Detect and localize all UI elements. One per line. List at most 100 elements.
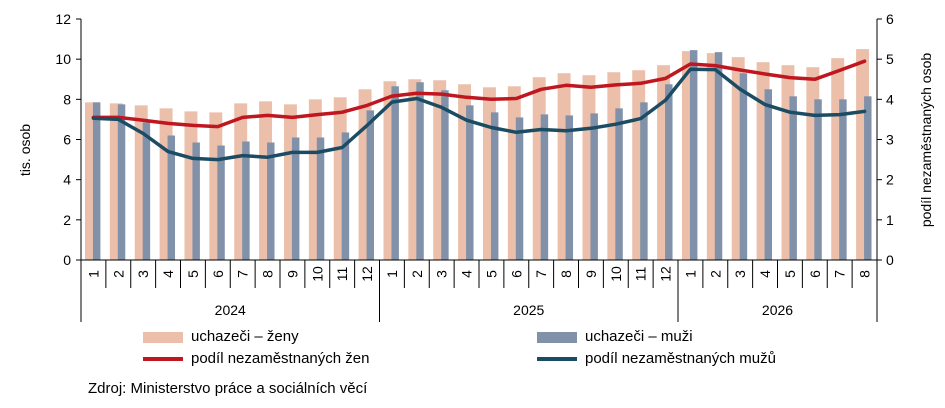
- y-right-tick-label: 3: [886, 132, 894, 148]
- legend-label: podíl nezaměstnaných žen: [191, 350, 370, 367]
- x-tick-label: 5: [782, 270, 798, 278]
- x-tick-label: 6: [210, 270, 226, 278]
- bar-men: [789, 96, 797, 260]
- bar-men: [839, 99, 847, 260]
- x-tick-label: 7: [533, 270, 549, 278]
- bar-men: [92, 102, 101, 261]
- y-left-tick-label: 0: [63, 252, 71, 268]
- x-tick-label: 1: [85, 270, 101, 278]
- x-tick-label: 8: [260, 270, 276, 278]
- legend-item-women-share: podíl nezaměstnaných žen: [143, 350, 369, 367]
- lines-layer: [91, 59, 867, 162]
- bar-men: [217, 145, 225, 260]
- y-left-tick-label: 4: [63, 172, 71, 188]
- x-tick-label: 2: [110, 270, 126, 278]
- bar-men: [814, 99, 822, 260]
- source-note: Zdroj: Ministerstvo práce a sociálních v…: [88, 380, 368, 397]
- x-tick-label: 7: [832, 270, 848, 278]
- bar-men: [490, 112, 499, 260]
- x-tick-label: 9: [583, 270, 599, 278]
- x-tick-label: 5: [185, 270, 201, 278]
- bar-men: [441, 90, 449, 260]
- line-women-share: [91, 59, 867, 129]
- x-tick-label: 1: [682, 270, 698, 278]
- bar-men: [416, 82, 424, 260]
- x-tick-label: 5: [483, 270, 499, 278]
- y-left-tick-label: 12: [55, 11, 71, 27]
- legend-item-men-share: podíl nezaměstnaných mužů: [537, 350, 776, 367]
- legend-item-women-applicants: uchazeči – ženy: [143, 328, 299, 345]
- bar-men: [366, 110, 375, 260]
- bar-men: [341, 132, 350, 260]
- y-right-tick-label: 4: [886, 91, 894, 107]
- y-axis-right-label: podíl nezaměstnaných osob: [918, 53, 934, 228]
- legend-swatch: [143, 331, 183, 343]
- bars-layer: [84, 49, 872, 261]
- bar-men: [739, 73, 748, 260]
- bar-men: [515, 117, 524, 261]
- x-tick-label: 12: [359, 266, 375, 282]
- y-left-tick-label: 10: [55, 51, 71, 67]
- legend-swatch: [537, 331, 577, 343]
- x-tick-label: 12: [658, 266, 674, 282]
- x-tick-label: 9: [284, 270, 300, 278]
- bar-men: [864, 96, 872, 260]
- bar-men: [167, 135, 176, 260]
- y-left-tick-label: 2: [63, 212, 71, 228]
- x-tick-label: 6: [807, 270, 823, 278]
- legend-label: uchazeči – muži: [585, 328, 693, 345]
- bar-men: [565, 115, 574, 261]
- bar-men: [192, 142, 200, 260]
- x-tick-label: 1: [384, 270, 400, 278]
- y-right-tick-label: 6: [886, 11, 894, 27]
- line-men-share: [91, 67, 867, 162]
- bar-men: [640, 102, 648, 261]
- bar-men: [391, 86, 399, 260]
- bar-men: [590, 113, 598, 261]
- legend-label: podíl nezaměstnaných mužů: [585, 350, 776, 367]
- x-tick-label: 8: [558, 270, 574, 278]
- x-tick-label: 4: [160, 270, 176, 278]
- y-right-tick-label: 0: [886, 252, 894, 268]
- y-right-tick-label: 2: [886, 172, 894, 188]
- y-axis-left-label: tis. osob: [17, 124, 33, 176]
- x-tick-label: 6: [508, 270, 524, 278]
- y-right-tick-label: 5: [886, 51, 894, 67]
- bar-men: [615, 108, 623, 260]
- bar-men: [142, 122, 151, 260]
- x-tick-label: 7: [235, 270, 251, 278]
- y-right-tick-label: 1: [886, 212, 894, 228]
- x-tick-label: 4: [757, 270, 773, 278]
- legend-swatch: [143, 357, 183, 362]
- bar-men: [117, 104, 126, 261]
- x-tick-label: 3: [135, 270, 151, 278]
- legend-item-men-applicants: uchazeči – muži: [537, 328, 693, 345]
- bar-men: [665, 84, 673, 260]
- x-tick-label: 3: [732, 270, 748, 278]
- year-label: 2025: [513, 302, 544, 318]
- year-label: 2026: [762, 302, 793, 318]
- bar-men: [466, 105, 474, 260]
- y-left-tick-label: 6: [63, 132, 71, 148]
- bar-men: [764, 89, 773, 261]
- x-tick-label: 2: [409, 270, 425, 278]
- bar-men: [242, 141, 250, 260]
- bar-men: [540, 114, 549, 260]
- legend-swatch: [537, 357, 577, 362]
- bar-men: [689, 50, 698, 260]
- x-tick-label: 4: [459, 270, 475, 278]
- bar-men: [291, 137, 300, 260]
- bar-men: [267, 142, 275, 260]
- x-tick-label: 10: [608, 266, 624, 282]
- bar-men: [714, 52, 723, 261]
- x-tick-label: 2: [707, 270, 723, 278]
- x-tick-label: 11: [334, 267, 350, 282]
- x-tick-label: 3: [434, 270, 450, 278]
- legend-label: uchazeči – ženy: [191, 328, 299, 345]
- year-label: 2024: [215, 302, 246, 318]
- x-tick-label: 11: [633, 267, 649, 282]
- x-tick-label: 10: [309, 266, 325, 282]
- x-tick-label: 8: [857, 270, 873, 278]
